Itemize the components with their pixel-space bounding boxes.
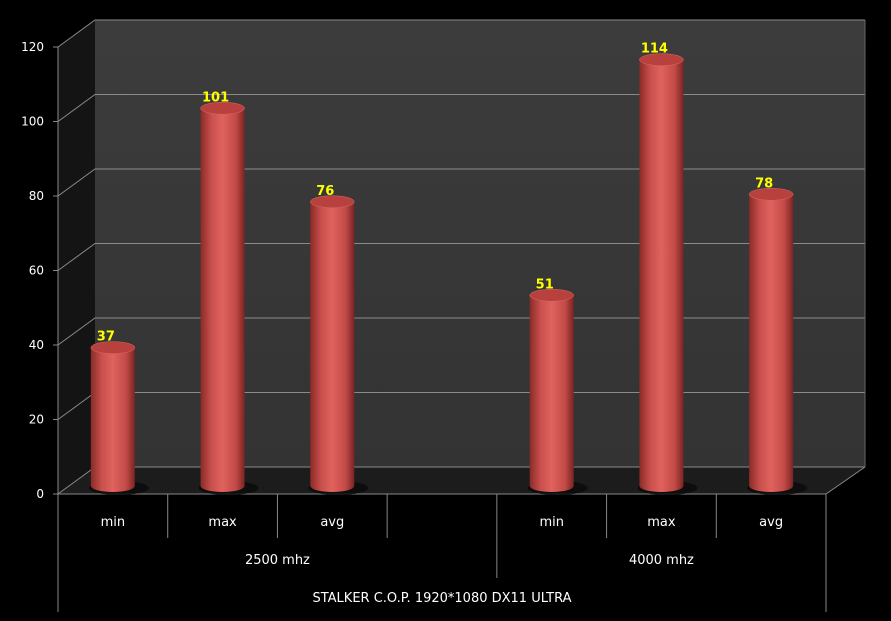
y-tick-label: 40: [29, 338, 44, 352]
data-label: 114: [641, 42, 668, 57]
y-tick-label: 60: [29, 264, 44, 278]
bar: [310, 201, 355, 492]
data-label: 101: [202, 90, 229, 105]
data-label: 76: [316, 184, 334, 199]
gridline: [57, 94, 865, 122]
y-tick-label: 20: [29, 413, 44, 427]
bar-top: [639, 53, 684, 66]
x-category-label: avg: [320, 515, 344, 530]
group-label: 4000 mhz: [629, 553, 694, 568]
bar-top: [310, 195, 355, 209]
bar-top: [200, 102, 245, 115]
y-tick-label: 120: [21, 40, 44, 54]
floor: [58, 467, 865, 494]
bar: [749, 194, 794, 492]
y-tick-label: 0: [36, 487, 44, 501]
y-tick-label: 100: [21, 115, 44, 129]
bar: [90, 347, 135, 492]
x-category-label: max: [647, 515, 676, 530]
gridline: [57, 19, 865, 48]
x-category-label: min: [539, 515, 564, 530]
x-category-label: avg: [759, 515, 783, 530]
data-label: 37: [97, 330, 115, 345]
x-category-label: max: [208, 515, 237, 530]
bar: [529, 295, 574, 492]
bar-top: [748, 188, 794, 201]
x-axis-title: STALKER C.O.P. 1920*1080 DX11 ULTRA: [312, 591, 571, 606]
gridline: [57, 317, 865, 346]
bar: [200, 108, 245, 492]
y-tick-label: 80: [29, 189, 44, 203]
group-label: 2500 mhz: [245, 553, 310, 568]
data-label: 51: [536, 277, 554, 292]
bar: [639, 59, 684, 492]
gridline: [57, 168, 865, 197]
bar-top: [90, 341, 136, 354]
gridline: [57, 243, 865, 271]
x-category-label: min: [101, 515, 126, 530]
bar-top: [529, 289, 574, 302]
data-label: 78: [755, 176, 773, 191]
